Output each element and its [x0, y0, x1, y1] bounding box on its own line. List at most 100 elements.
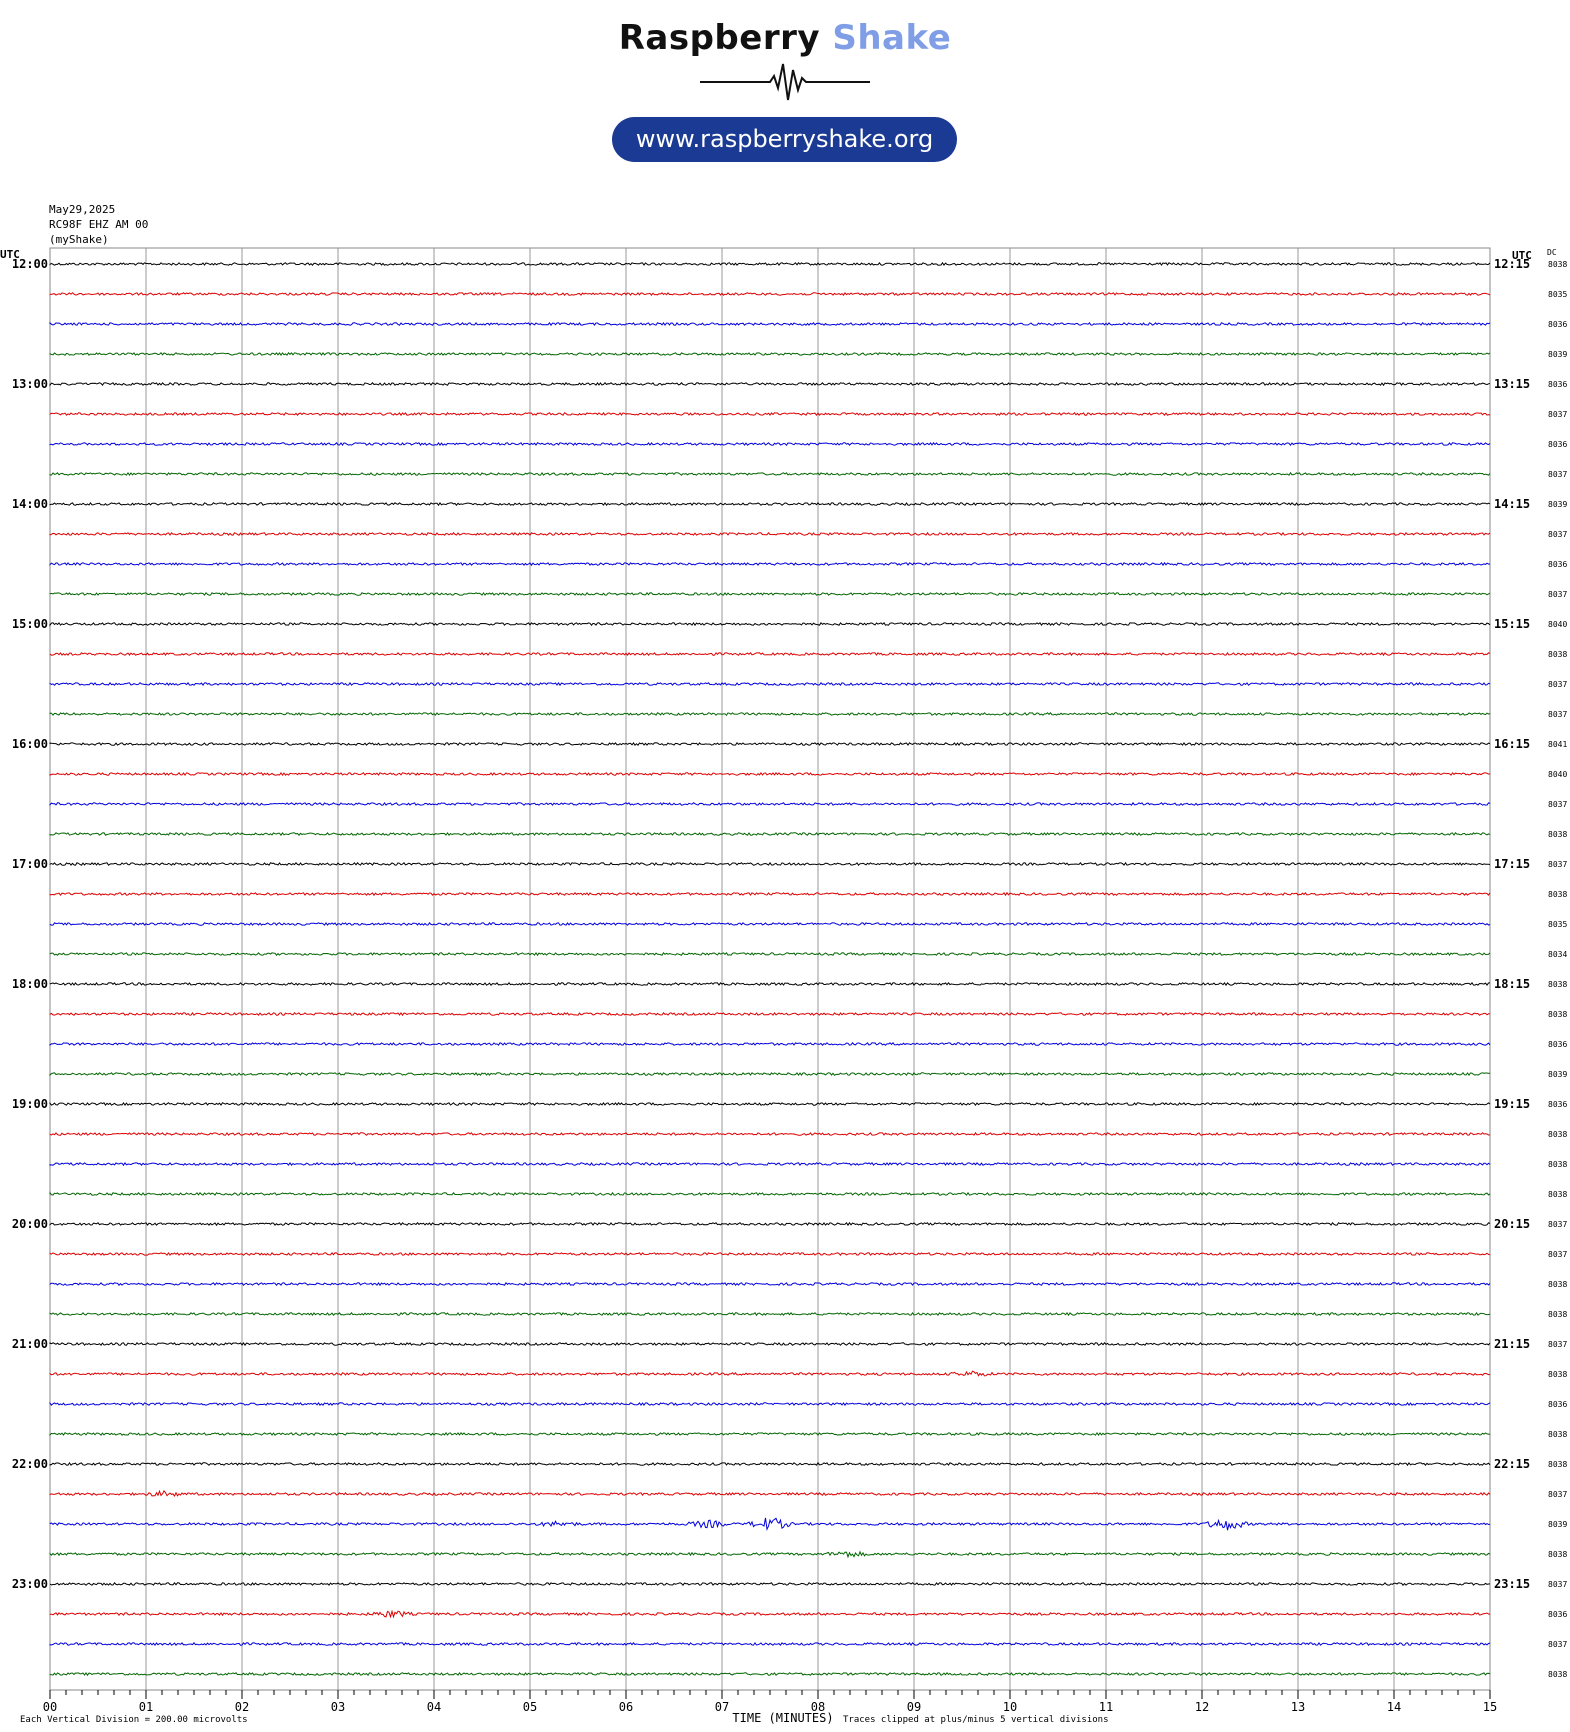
dc-value: 8038: [1548, 1370, 1567, 1379]
seismic-trace: [49, 321, 1491, 327]
x-tick-label: 10: [1003, 1700, 1017, 1714]
station-channel: RC98F EHZ AM 00: [49, 218, 149, 231]
scale-note: Each Vertical Division = 200.00 microvol…: [20, 1715, 248, 1725]
x-tick-label: 15: [1483, 1700, 1497, 1714]
hour-label-left: 14:00: [12, 497, 48, 511]
dc-value: 8038: [1548, 1010, 1567, 1019]
dc-value: 8039: [1548, 1520, 1567, 1529]
x-tick-label: 04: [427, 1700, 441, 1714]
x-tick-label: 08: [811, 1700, 825, 1714]
seismic-trace: [49, 1609, 1491, 1619]
hour-label-left: 23:00: [12, 1577, 48, 1591]
dc-value: 8036: [1548, 1400, 1567, 1409]
dc-value: 8040: [1548, 770, 1567, 779]
x-tick-label: 00: [43, 1700, 57, 1714]
seismic-trace: [49, 1370, 1490, 1377]
seismic-trace: [49, 1251, 1491, 1257]
hour-label-right: 13:15: [1494, 377, 1530, 391]
seismic-trace: [49, 1431, 1491, 1437]
hour-label-right: 15:15: [1494, 617, 1530, 631]
seismic-trace: [49, 471, 1491, 476]
dc-value: 8037: [1548, 1490, 1567, 1499]
seismic-trace: [49, 1672, 1491, 1677]
seismic-trace: [49, 1281, 1491, 1287]
seismic-trace: [49, 831, 1491, 837]
dc-value: 8037: [1548, 680, 1567, 689]
dc-value: 8039: [1548, 500, 1567, 509]
seismic-trace: [49, 981, 1491, 987]
seismic-trace: [49, 1461, 1491, 1467]
dc-value: 8037: [1548, 1220, 1567, 1229]
seismic-trace: [49, 1342, 1491, 1347]
x-axis-title: TIME (MINUTES): [732, 1711, 833, 1725]
x-tick-label: 09: [907, 1700, 921, 1714]
x-tick-label: 14: [1387, 1700, 1401, 1714]
seismic-trace: [49, 621, 1491, 627]
dc-value: 8039: [1548, 350, 1567, 359]
dc-value: 8038: [1548, 1430, 1567, 1439]
record-date: May29,2025: [49, 203, 116, 216]
seismic-trace: [49, 861, 1491, 866]
seismic-trace: [49, 1550, 1491, 1559]
hour-label-left: 18:00: [12, 977, 48, 991]
dc-value: 8038: [1548, 1550, 1567, 1559]
seismic-trace: [49, 411, 1491, 417]
dc-value: 8037: [1548, 1640, 1567, 1649]
dc-value: 8036: [1548, 1610, 1567, 1619]
website-url-badge[interactable]: www.raspberryshake.org: [612, 117, 957, 162]
seismic-trace: [49, 921, 1491, 927]
data-source: (myShake): [49, 233, 109, 246]
hour-label-right: 17:15: [1494, 857, 1530, 871]
seismic-trace: [49, 1581, 1491, 1587]
dc-value: 8040: [1548, 620, 1567, 629]
hour-label-left: 15:00: [12, 617, 48, 631]
hour-label-right: 21:15: [1494, 1337, 1530, 1351]
dc-value: 8035: [1548, 290, 1567, 299]
seismic-trace: [49, 441, 1491, 447]
seismic-trace: [49, 771, 1491, 777]
seismic-trace: [49, 652, 1491, 657]
x-tick-label: 05: [523, 1700, 537, 1714]
dc-value: 8037: [1548, 590, 1567, 599]
seismic-trace: [49, 381, 1491, 387]
x-tick-label: 07: [715, 1700, 729, 1714]
seismic-trace: [49, 951, 1491, 957]
x-tick-label: 03: [331, 1700, 345, 1714]
dc-value: 8041: [1548, 740, 1567, 749]
seismic-trace: [49, 1071, 1491, 1077]
brand-title: Raspberry Shake: [0, 18, 1570, 58]
dc-value: 8038: [1548, 1190, 1567, 1199]
dc-value: 8038: [1548, 1280, 1567, 1289]
utc-label-right: UTC: [1512, 249, 1532, 262]
seismic-trace: [49, 531, 1491, 536]
seismic-trace: [49, 1161, 1491, 1167]
dc-value: 8036: [1548, 560, 1567, 569]
hour-label-left: 12:00: [12, 257, 48, 271]
hour-label-left: 16:00: [12, 737, 48, 751]
dc-value: 8037: [1548, 470, 1567, 479]
dc-value: 8038: [1548, 260, 1567, 269]
clip-note: Traces clipped at plus/minus 5 vertical …: [843, 1715, 1109, 1725]
dc-value: 8039: [1548, 1070, 1567, 1079]
dc-value: 8037: [1548, 530, 1567, 539]
x-tick-label: 06: [619, 1700, 633, 1714]
seismic-trace: [49, 291, 1491, 297]
seismic-trace: [49, 891, 1491, 897]
station-info: May29,2025 RC98F EHZ AM 00 (myShake): [49, 202, 148, 247]
hour-label-left: 13:00: [12, 377, 48, 391]
dc-value: 8036: [1548, 440, 1567, 449]
seismic-trace: [49, 501, 1491, 507]
dc-value: 8036: [1548, 320, 1567, 329]
x-tick-label: 12: [1195, 1700, 1209, 1714]
seismic-trace: [49, 1131, 1491, 1136]
hour-label-right: 22:15: [1494, 1457, 1530, 1471]
hour-label-right: 18:15: [1494, 977, 1530, 991]
x-tick-label: 11: [1099, 1700, 1113, 1714]
seismic-trace: [49, 1101, 1491, 1107]
seismic-trace: [49, 1517, 1491, 1532]
hour-label-right: 12:15: [1494, 257, 1530, 271]
hour-label-left: 17:00: [12, 857, 48, 871]
dc-value: 8037: [1548, 1250, 1567, 1259]
x-tick-label: 02: [235, 1700, 249, 1714]
